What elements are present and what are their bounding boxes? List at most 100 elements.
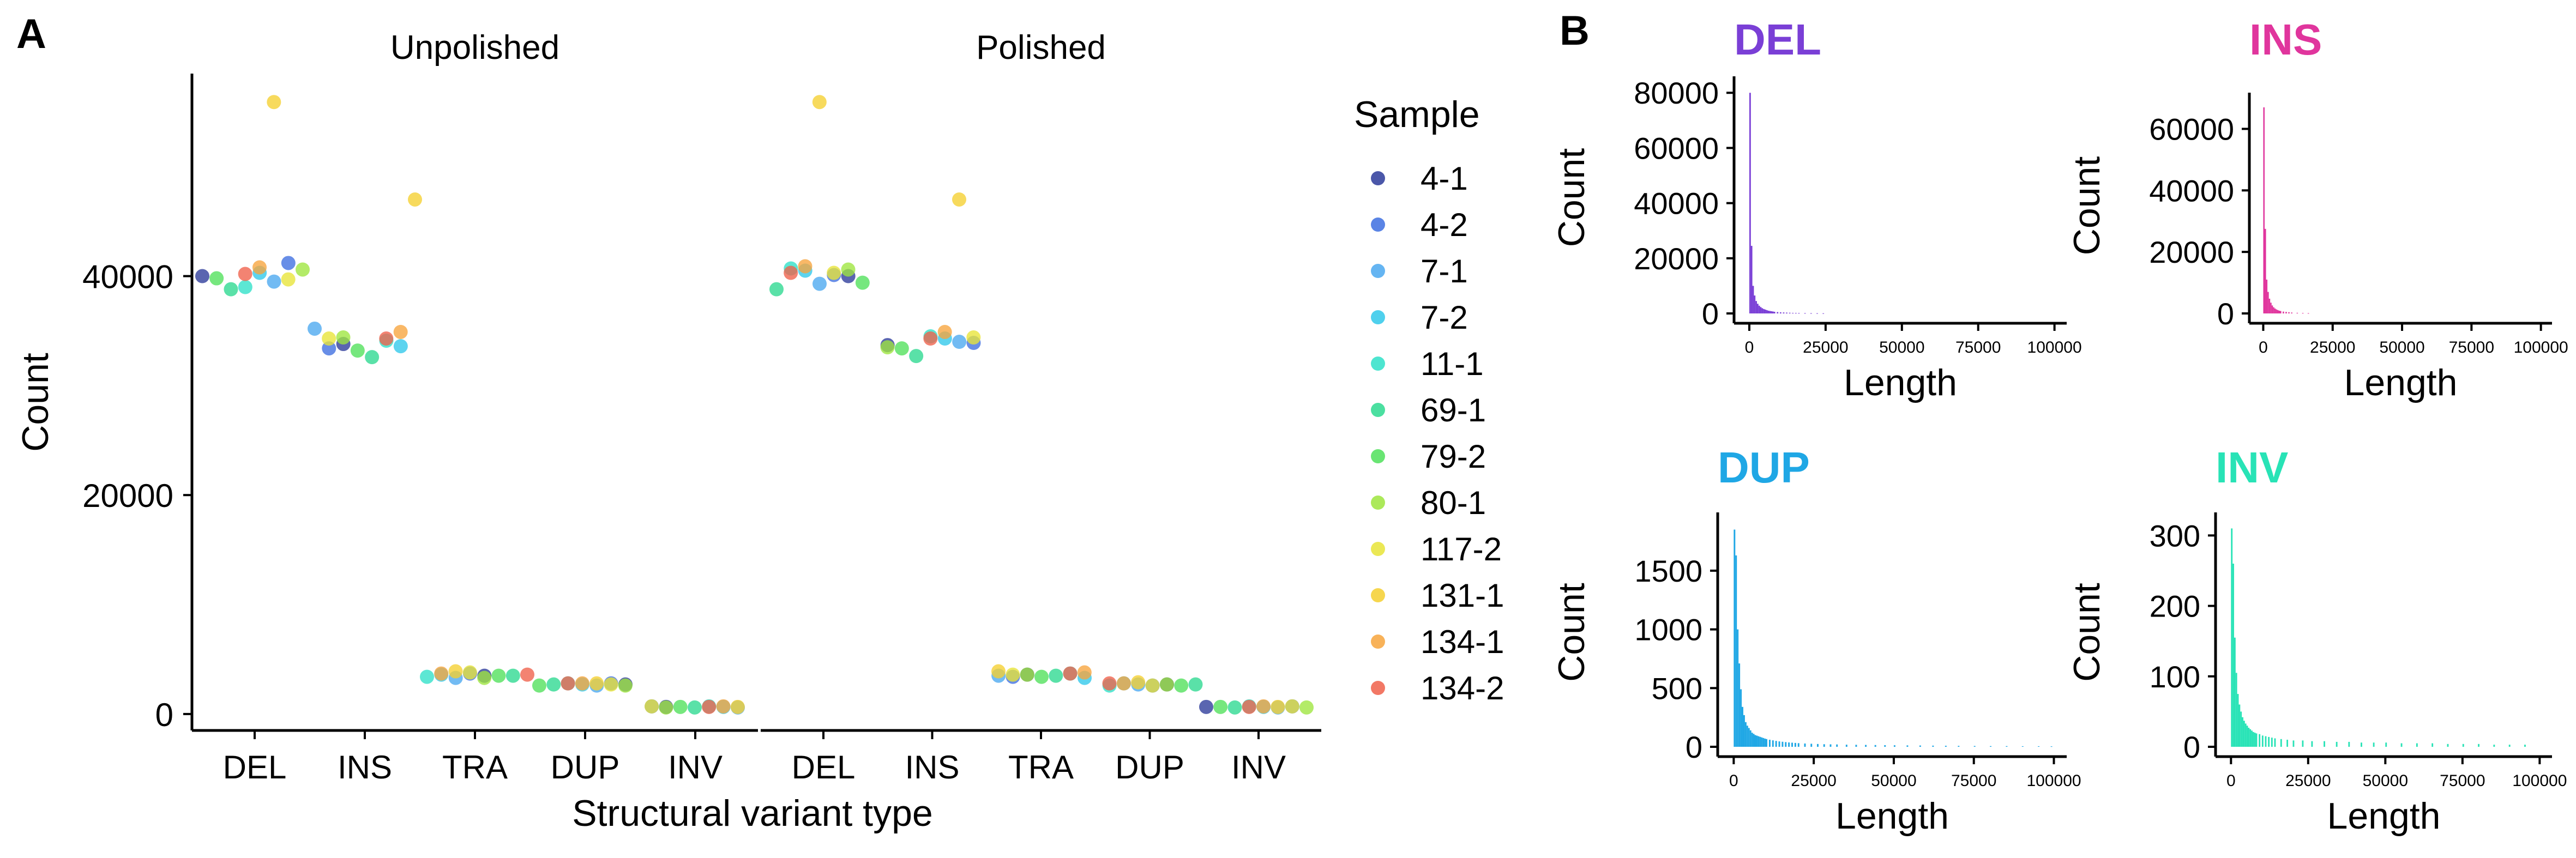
y-tick-label: 0 — [2183, 730, 2200, 764]
scatter-point — [618, 678, 633, 693]
scatter-point — [1188, 677, 1203, 692]
histogram-bar — [1758, 736, 1760, 747]
histogram-bar — [1773, 311, 1775, 313]
histogram-bar — [2254, 733, 2256, 747]
scatter-point — [546, 677, 561, 692]
x-tick-label: 100000 — [2514, 339, 2568, 357]
histogram-bar — [2276, 309, 2277, 313]
scatter-point — [1285, 699, 1299, 714]
histogram-bar — [1771, 311, 1772, 313]
y-tick-label: 300 — [2150, 518, 2200, 553]
histogram-bar — [2265, 228, 2266, 313]
histogram-bar — [1758, 305, 1760, 313]
histogram-bar — [2255, 733, 2258, 747]
histogram-bar — [2038, 746, 2040, 747]
legend-label: 11-1 — [1421, 346, 1484, 382]
histogram-bar — [2431, 743, 2434, 747]
histogram-bar — [1749, 93, 1751, 313]
histogram-bar — [2263, 107, 2265, 313]
legend-swatch — [1371, 357, 1385, 371]
legend-swatch — [1371, 449, 1385, 463]
histogram-bar — [2265, 736, 2267, 747]
scatter-point — [252, 260, 267, 275]
legend-swatch — [1371, 681, 1385, 695]
histogram-bar — [2268, 736, 2270, 747]
panel-a-scatter: 0 20000 40000 Count Unpolished DEL INS TRA DUP IN… — [15, 29, 1504, 834]
x-tick-label: INS — [338, 749, 392, 786]
histogram-bar — [1766, 739, 1768, 747]
histogram-bar — [1764, 738, 1766, 747]
legend-label: 7-2 — [1421, 299, 1468, 336]
histogram-bar — [2285, 312, 2287, 313]
histogram-bar — [2385, 742, 2387, 747]
histogram-bar — [1744, 722, 1747, 747]
histogram-bar — [2280, 739, 2282, 747]
histogram-bar — [1772, 311, 1774, 313]
histogram-bar — [2238, 704, 2241, 747]
histogram-bar — [2373, 742, 2375, 747]
scatter-point — [350, 343, 365, 358]
x-axis-title: Length — [1835, 795, 1949, 837]
scatter-point — [855, 275, 870, 290]
legend-swatch — [1371, 264, 1385, 278]
scatter-point — [716, 699, 731, 714]
histogram-bar — [1836, 744, 1838, 747]
histogram-bar — [1750, 246, 1753, 313]
legend-label: 80-1 — [1421, 485, 1486, 521]
scatter-point — [477, 670, 492, 685]
histogram-bar — [1779, 312, 1781, 313]
histogram-bar — [2274, 738, 2276, 747]
histogram-bar — [2006, 746, 2008, 747]
histogram-bar — [2249, 729, 2252, 747]
histogram-bar — [2278, 310, 2280, 313]
y-axis-title: Count — [2066, 583, 2108, 682]
histogram-bar — [1822, 313, 1825, 314]
x-tick-label: DEL — [792, 749, 856, 786]
scatter-point — [195, 269, 209, 283]
scatter-point — [448, 664, 463, 679]
histogram-bar — [1788, 742, 1790, 747]
histogram-bar — [2271, 738, 2273, 747]
legend-label: 7-1 — [1421, 253, 1468, 289]
histogram-bar — [2311, 741, 2313, 747]
histogram-bar — [1756, 304, 1759, 313]
legend-label: 4-2 — [1421, 207, 1468, 243]
scatter-point — [1213, 699, 1228, 714]
histogram-bar — [1816, 313, 1818, 314]
histogram-bar — [1772, 740, 1774, 747]
histogram-bar — [2336, 741, 2338, 747]
y-tick-label: 200 — [2150, 589, 2200, 624]
histogram-bar — [1743, 715, 1745, 747]
scatter-point — [1227, 700, 1242, 715]
scatter-point — [1077, 665, 1092, 680]
scatter-point — [604, 677, 618, 692]
x-axis-title: Length — [1844, 362, 1957, 403]
legend-swatch — [1371, 217, 1385, 232]
histogram-bar — [2416, 743, 2418, 747]
x-tick-label: 100000 — [2027, 339, 2082, 357]
facet-title: Polished — [976, 29, 1106, 67]
scatter-point — [1049, 668, 1063, 683]
legend-swatch — [1371, 403, 1385, 417]
histogram-bar — [1763, 309, 1765, 313]
scatter-point — [1199, 699, 1213, 714]
scatter-point — [267, 95, 281, 110]
y-tick-label: 80000 — [1634, 76, 1719, 110]
legend-swatch — [1371, 542, 1385, 556]
scatter-point — [784, 265, 798, 280]
scatter-point — [827, 265, 841, 280]
histogram-bar — [1749, 730, 1752, 747]
histogram-bar — [2274, 308, 2276, 313]
scatter-point — [923, 331, 938, 346]
scatter-point — [238, 280, 252, 294]
histogram-bar — [1762, 738, 1765, 747]
scatter-point — [966, 330, 981, 345]
scatter-point — [841, 262, 856, 277]
histogram-bar — [1764, 309, 1766, 313]
scatter-point — [224, 282, 238, 297]
histogram-bar — [1738, 663, 1741, 747]
histogram-bar — [1794, 742, 1796, 747]
histogram-bar — [1734, 529, 1736, 747]
histogram-bar — [1768, 740, 1771, 747]
scatter-point — [673, 699, 688, 714]
